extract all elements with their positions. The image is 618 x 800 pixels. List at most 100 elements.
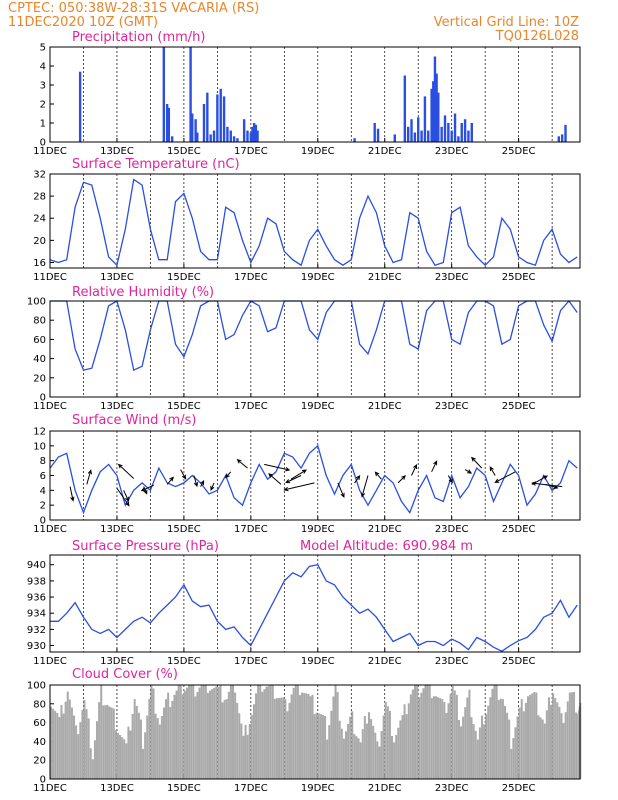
cloud-bar — [384, 701, 387, 779]
cloud-bar — [296, 685, 299, 779]
cloud-bar — [315, 712, 318, 779]
cloud-bar — [294, 685, 297, 779]
wind-arrow — [494, 471, 516, 483]
cloud-bar — [311, 694, 314, 779]
cloud-bar — [303, 692, 306, 779]
y-tick-label: 32 — [33, 170, 46, 181]
cloud-bar — [171, 700, 174, 779]
cloud-bar — [472, 724, 475, 779]
precip-bar — [191, 113, 194, 142]
cloud-bar — [158, 724, 161, 779]
cloud-bar — [393, 742, 396, 779]
y-tick-label: 12 — [33, 427, 46, 438]
cloud-bar — [319, 714, 322, 779]
cloud-bar — [64, 701, 67, 779]
precip-bar — [403, 75, 407, 142]
cloud-bar — [399, 720, 402, 779]
cloud-bar — [257, 685, 260, 779]
y-tick-label: 40 — [33, 354, 46, 365]
panel-cloud: Cloud Cover (%) 0 20 40 60 80 100 11DEC 13DEC 15D… — [27, 667, 582, 794]
cloud-bar — [148, 698, 151, 779]
cloud-bar — [543, 723, 546, 779]
cloud-bar — [470, 717, 473, 779]
wind-arrow — [283, 482, 315, 492]
cloud-bar — [213, 687, 216, 779]
x-tick-label: 11DEC — [33, 146, 67, 157]
precip-bar — [457, 136, 460, 142]
cloud-bar — [338, 720, 341, 779]
cloud-bar — [104, 705, 107, 779]
x-tick-label: 13DEC — [100, 146, 134, 157]
cloud-bar — [430, 698, 433, 779]
x-tick-label: 21DEC — [368, 401, 402, 412]
wind-arrow — [431, 460, 438, 473]
cloud-bar — [418, 697, 421, 779]
wind-frame — [49, 430, 581, 521]
cloud-bar — [85, 709, 88, 779]
y-tick-label: 0 — [40, 393, 46, 404]
wind-arrow — [123, 490, 130, 502]
cloud-bar — [554, 697, 557, 779]
cloud-bar — [570, 692, 573, 779]
cloud-bar — [255, 693, 258, 779]
cloud-bar — [129, 730, 132, 779]
x-tick-label: 17DEC — [234, 272, 268, 283]
cloud-bar — [142, 748, 145, 779]
wind-arrow — [471, 456, 483, 469]
temperature-line — [49, 178, 578, 267]
cloud-bar — [135, 705, 138, 779]
x-tick-label: 15DEC — [167, 783, 201, 794]
cloud-bar — [380, 731, 383, 779]
cloud-bar — [79, 722, 82, 779]
cloud-bar — [242, 735, 245, 779]
x-tick-label: 13DEC — [100, 401, 134, 412]
cloud-bar — [370, 719, 373, 779]
cloud-bar — [284, 699, 287, 779]
cloud-bar — [340, 728, 343, 779]
panel-wind: Surface Wind (m/s) 0 2 4 6 8 10 12 11DEC 13DEC 15D… — [33, 413, 581, 535]
cloud-bar — [288, 702, 291, 779]
x-tick-label: 21DEC — [368, 272, 402, 283]
cloud-bar — [183, 690, 186, 779]
x-tick-label: 21DEC — [368, 146, 402, 157]
cloud-bar — [248, 724, 251, 779]
temperature-title: Surface Temperature (nC) — [72, 157, 240, 172]
x-tick-label: 15DEC — [167, 656, 201, 667]
wind-arrow — [411, 463, 417, 476]
cloud-bar — [501, 699, 504, 779]
cloud-bar — [313, 714, 316, 779]
cloud-bar — [476, 739, 479, 779]
x-tick-label: 11DEC — [33, 783, 67, 794]
cloud-bar — [527, 696, 530, 779]
precip-bar — [209, 134, 212, 142]
cloud-bar — [96, 721, 99, 779]
cloud-bar — [200, 685, 203, 779]
precip-bar — [222, 96, 226, 142]
cloud-bar — [169, 707, 172, 779]
x-tick-label: 19DEC — [301, 146, 335, 157]
cloud-bar — [267, 685, 270, 779]
cloud-bar — [445, 712, 448, 779]
cloud-bar — [524, 702, 527, 779]
x-tick-label: 25DEC — [502, 272, 536, 283]
precip-frame — [49, 46, 581, 143]
y-tick-label: 20 — [33, 756, 46, 767]
cloud-bar — [401, 715, 404, 779]
cloud-bar — [357, 738, 360, 779]
cloud-title: Cloud Cover (%) — [72, 667, 178, 682]
cloud-bar — [374, 732, 377, 779]
cloud-bar — [91, 759, 94, 779]
wind-arrow — [140, 484, 155, 492]
y-tick-label: 28 — [33, 192, 46, 203]
pressure-title: Surface Pressure (hPa) — [72, 539, 219, 554]
cloud-bar — [487, 705, 490, 779]
cloud-bar — [365, 723, 368, 779]
cloud-bar — [441, 699, 444, 779]
precip-bar — [165, 104, 169, 142]
panel-temperature: Surface Temperature (nC) 16 20 24 28 32 11DEC 1… — [33, 157, 581, 283]
y-tick-label: 936 — [27, 593, 46, 604]
cloud-bar — [344, 731, 347, 779]
cloud-bar — [219, 685, 222, 779]
panel-humidity: Relative Humidity (%) 0 20 40 60 80 100 11DEC 13… — [27, 285, 581, 412]
y-tick-label: 40 — [33, 737, 46, 748]
